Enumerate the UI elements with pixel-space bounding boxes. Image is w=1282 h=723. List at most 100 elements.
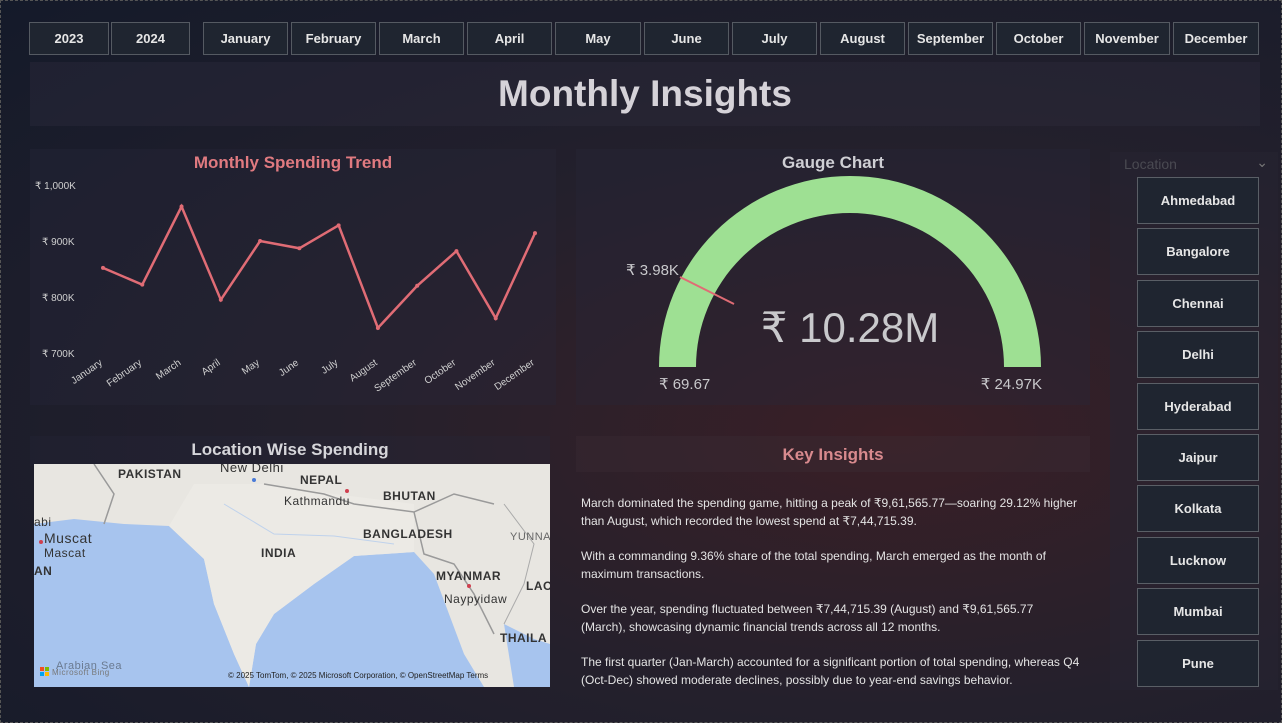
location-button-kolkata[interactable]: Kolkata xyxy=(1137,485,1259,533)
location-button-hyderabad[interactable]: Hyderabad xyxy=(1137,382,1259,430)
location-button-lucknow[interactable]: Lucknow xyxy=(1137,536,1259,584)
trend-point[interactable] xyxy=(375,325,380,330)
x-tick-label: September xyxy=(373,357,420,394)
y-tick-label: ₹ 900K xyxy=(42,237,75,248)
month-button-september[interactable]: September xyxy=(908,22,993,55)
x-tick-label: June xyxy=(277,357,301,379)
map-label-yunnan: YUNNAN xyxy=(510,531,550,543)
map-label-myanmar: MYANMAR xyxy=(436,569,502,583)
map-label-pakistan: PAKISTAN xyxy=(118,467,182,481)
arabian-sea-shape xyxy=(34,519,249,687)
month-button-march[interactable]: March xyxy=(379,22,464,55)
month-button-june[interactable]: June xyxy=(644,22,729,55)
gauge-title: Gauge Chart xyxy=(781,153,885,172)
bing-attribution: Microsoft Bing xyxy=(52,668,110,677)
map-label-thaila: THAILA xyxy=(500,631,547,645)
insights-title: Key Insights xyxy=(782,445,884,464)
location-button-jaipur[interactable]: Jaipur xyxy=(1137,434,1259,481)
x-tick-label: October xyxy=(423,357,459,387)
y-tick-label: ₹ 800K xyxy=(42,293,75,304)
location-button-bangalore[interactable]: Bangalore xyxy=(1137,228,1259,276)
x-tick-label: January xyxy=(69,357,104,386)
trend-point[interactable] xyxy=(533,231,537,236)
river-ganges xyxy=(223,503,395,545)
location-button-mumbai[interactable]: Mumbai xyxy=(1137,588,1259,636)
border-myanmar xyxy=(413,511,495,635)
map-title: Location Wise Spending xyxy=(191,440,389,459)
insight-paragraph: Over the year, spending fluctuated betwe… xyxy=(581,602,1034,634)
x-tick-label: November xyxy=(453,357,498,393)
y-tick-label: ₹ 1,000K xyxy=(35,181,76,192)
map-label-lao: LAO xyxy=(526,579,550,593)
border-himalaya xyxy=(263,483,495,513)
map-label-an: AN xyxy=(34,564,53,578)
gauge-target-label: ₹ 3.98K xyxy=(626,262,679,279)
trend-panel: Monthly Spending Trend ₹ 700K ₹ 800K ₹ 900… xyxy=(30,149,556,405)
map-copyright[interactable]: © 2025 TomTom, © 2025 Microsoft Corporat… xyxy=(228,671,489,680)
gauge-target-line xyxy=(679,276,735,305)
month-button-may[interactable]: May xyxy=(555,22,641,55)
map-label-new-delhi: New Delhi xyxy=(220,464,284,475)
month-button-august[interactable]: August xyxy=(820,22,905,55)
location-map[interactable]: PAKISTAN New Delhi NEPAL Kathmandu BHUTA… xyxy=(34,464,550,687)
month-button-july[interactable]: July xyxy=(732,22,817,55)
title-bar: Monthly Insights xyxy=(30,62,1260,126)
kathmandu-dot xyxy=(345,489,349,493)
insights-body: March dominated the spending game, hitti… xyxy=(581,494,1081,706)
trend-point[interactable] xyxy=(258,239,263,243)
trend-point[interactable] xyxy=(218,297,223,302)
trend-title: Monthly Spending Trend xyxy=(193,153,393,172)
x-tick-label: April xyxy=(200,357,223,377)
trend-point[interactable] xyxy=(140,282,145,287)
month-button-january[interactable]: January xyxy=(203,22,288,55)
map-label-arabian-sea: Arabian Sea xyxy=(56,660,123,672)
trend-point[interactable] xyxy=(493,316,498,321)
trend-point[interactable] xyxy=(297,246,302,251)
map-label-kathmandu: Kathmandu xyxy=(284,494,350,508)
month-button-february[interactable]: February xyxy=(291,22,376,55)
gauge-value: ₹ 10.28M xyxy=(761,304,939,351)
chevron-down-icon[interactable]: ⌄ xyxy=(1256,154,1268,170)
bing-logo-tile-red xyxy=(40,667,44,671)
x-tick-label: July xyxy=(319,357,340,376)
map-canvas xyxy=(34,464,550,687)
map-label-india: INDIA xyxy=(261,546,297,560)
gauge-arc xyxy=(659,176,1041,367)
location-button-ahmedabad[interactable]: Ahmedabad xyxy=(1137,177,1259,224)
muscat-dot xyxy=(39,540,43,544)
location-button-delhi[interactable]: Delhi xyxy=(1137,331,1259,379)
trend-point[interactable] xyxy=(101,265,105,270)
border-laos xyxy=(503,503,535,625)
trend-point[interactable] xyxy=(415,283,420,288)
map-label-muscat: Muscat xyxy=(44,530,93,546)
year-button-2024[interactable]: 2024 xyxy=(111,22,190,55)
month-button-october[interactable]: October xyxy=(996,22,1081,55)
bing-logo-tile-blue xyxy=(40,672,44,676)
page-title: Monthly Insights xyxy=(498,73,792,114)
trend-point[interactable] xyxy=(336,223,341,228)
month-button-december[interactable]: December xyxy=(1173,22,1259,55)
y-tick-label: ₹ 700K xyxy=(42,349,75,360)
location-slicer: Location ⌄ Ahmedabad Bangalore Chennai Delh… xyxy=(1110,152,1278,690)
new-delhi-dot xyxy=(252,478,256,482)
bing-logo-tile-green xyxy=(45,667,49,671)
trend-point[interactable] xyxy=(179,204,184,209)
map-label-bangladesh: BANGLADESH xyxy=(363,527,453,541)
gauge-chart: ₹ 3.98K ₹ 10.28M ₹ 69.67 ₹ 24.97K xyxy=(626,176,1042,393)
x-tick-label: December xyxy=(493,357,538,393)
year-button-2023[interactable]: 2023 xyxy=(29,22,109,55)
month-button-april[interactable]: April xyxy=(467,22,552,55)
map-label-naypyidaw: Naypyidaw xyxy=(444,592,508,606)
x-tick-label: March xyxy=(154,357,183,382)
month-button-november[interactable]: November xyxy=(1084,22,1170,55)
trend-point[interactable] xyxy=(454,249,459,254)
x-tick-label: May xyxy=(240,357,262,377)
map-label-abi: abi xyxy=(34,515,52,529)
gauge-min-label: ₹ 69.67 xyxy=(659,376,710,393)
x-tick-label: February xyxy=(105,357,144,389)
location-button-chennai[interactable]: Chennai xyxy=(1137,279,1259,327)
location-slicer-header: Location xyxy=(1124,156,1177,172)
naypyidaw-dot xyxy=(467,584,471,588)
india-land-shape xyxy=(169,484,414,687)
location-button-pune[interactable]: Pune xyxy=(1137,639,1259,687)
